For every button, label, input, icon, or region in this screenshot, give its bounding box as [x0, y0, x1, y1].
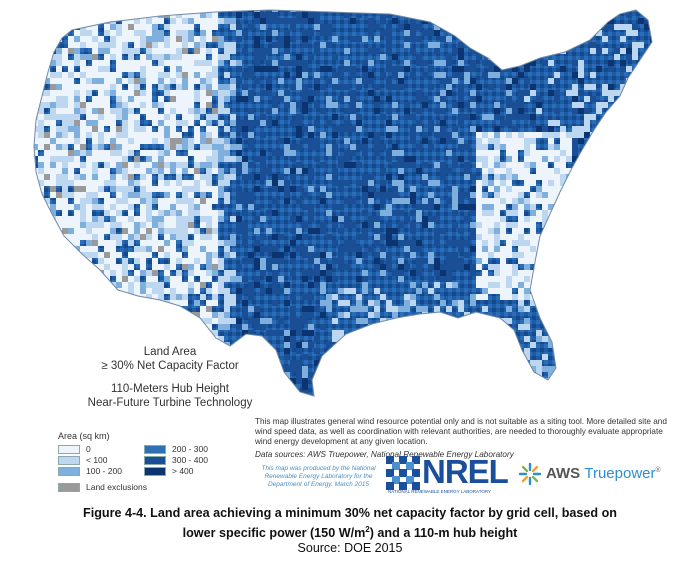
legend-swatch: [58, 483, 80, 492]
data-sources-note: Data sources: AWS Truepower, National Re…: [255, 450, 514, 460]
nrel-wordmark: NREL: [422, 453, 509, 490]
aws-wordmark: AWS Truepower®: [546, 465, 661, 482]
legend-swatch: [58, 445, 80, 454]
figure-caption-line1: Figure 4-4. Land area achieving a minimu…: [83, 506, 617, 520]
legend-swatch: [58, 456, 80, 465]
nrel-logo: NREL NATIONAL RENEWABLE ENERGY LABORATOR…: [386, 453, 511, 496]
aws-starburst-icon: [518, 462, 542, 486]
legend-title-line2: ≥ 30% Net Capacity Factor: [101, 360, 239, 372]
legend-heading: Area (sq km): [58, 431, 110, 441]
aws-suffix: Truepower: [584, 465, 656, 482]
data-sources-text: Data sources: AWS Truepower, National Re…: [255, 450, 514, 459]
legend-label: Land exclusions: [86, 482, 147, 492]
caption-line2-pre: lower specific power (150 W/m: [182, 526, 366, 541]
legend-subtitle-line2: Near-Future Turbine Technology: [87, 397, 253, 409]
nrel-subtitle: NATIONAL RENEWABLE ENERGY LABORATORY: [388, 489, 492, 494]
legend-label: > 400: [172, 466, 194, 476]
nrel-emblem-icon: [386, 456, 420, 490]
caption-superscript: 2: [365, 525, 370, 534]
legend-swatch: [144, 456, 166, 465]
legend-swatch: [58, 467, 80, 476]
produced-by-note: This map was produced by the National Re…: [261, 465, 376, 488]
figure-caption-line2: lower specific power (150 W/m2) and a 11…: [0, 522, 700, 541]
legend-subtitle-line1: 110-Meters Hub Height: [110, 383, 230, 395]
legend-swatch: [144, 445, 166, 454]
legend-title-line1: Land Area: [143, 346, 197, 358]
legend-label: 200 - 300: [172, 444, 208, 454]
aws-truepower-logo: AWS Truepower®: [518, 462, 678, 486]
legend-swatch: [144, 467, 166, 476]
legend: Area (sq km) 0 < 100 100 - 200 200 - 300 300…: [58, 431, 228, 499]
wind-capacity-map: Land Area ≥ 30% Net Capacity Factor 110-…: [33, 9, 678, 499]
us-map-graphic: [33, 9, 653, 397]
aws-prefix: AWS: [546, 465, 581, 482]
legend-label: < 100: [86, 455, 108, 465]
legend-label: 0: [86, 444, 91, 454]
caption-line2-post: ) and a 110-m hub height: [369, 526, 518, 541]
figure-source: Source: DOE 2015: [297, 541, 403, 555]
legend-label: 100 - 200: [86, 466, 122, 476]
map-disclaimer: This map illustrates general wind resour…: [255, 417, 667, 446]
legend-label: 300 - 400: [172, 455, 208, 465]
